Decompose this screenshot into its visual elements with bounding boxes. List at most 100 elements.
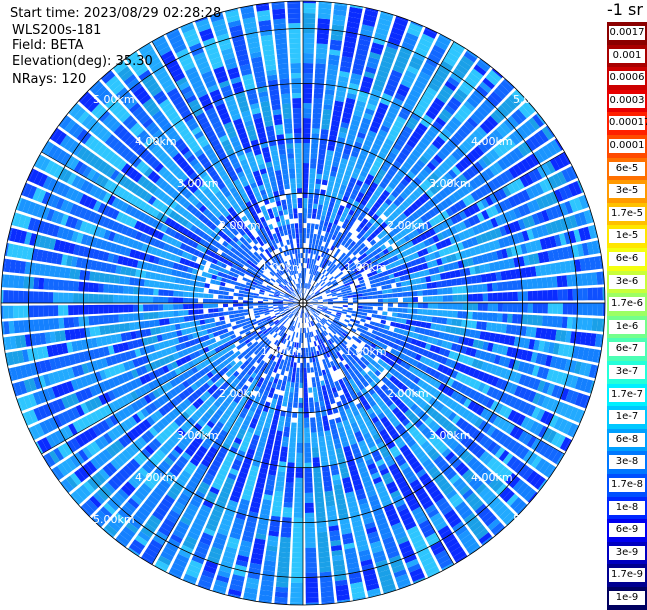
range-gate-cell	[263, 303, 268, 305]
range-gate-cell	[283, 507, 292, 513]
range-gate-cell	[304, 358, 307, 363]
range-gate-cell	[316, 43, 327, 49]
range-gate-cell	[244, 312, 249, 315]
range-gate-cell	[282, 442, 289, 448]
range-gate-cell	[68, 281, 74, 291]
range-gate-cell	[303, 163, 309, 168]
range-gate-cell	[323, 170, 330, 176]
range-gate-cell	[309, 188, 314, 193]
range-gate-cell	[203, 294, 208, 299]
range-gate-cell	[282, 381, 287, 387]
range-gate-cell	[313, 347, 316, 352]
range-gate-cell	[488, 293, 493, 301]
range-gate-cell	[317, 23, 329, 29]
range-gate-cell	[503, 292, 508, 301]
range-gate-cell	[273, 305, 278, 307]
range-gate-cell	[317, 169, 323, 175]
range-gate-cell	[306, 348, 308, 353]
range-gate-cell	[322, 210, 327, 216]
range-gate-cell	[289, 306, 294, 308]
range-gate-cell	[303, 118, 311, 123]
range-gate-cell	[593, 303, 598, 316]
range-gate-cell	[310, 158, 317, 163]
range-gate-cell	[223, 291, 228, 295]
range-gate-cell	[319, 280, 323, 285]
range-gate-cell	[316, 412, 322, 418]
range-gate-cell	[78, 293, 83, 303]
range-gate-cell	[311, 437, 317, 442]
range-gate-cell	[317, 532, 327, 538]
range-gate-cell	[303, 78, 313, 83]
range-gate-cell	[254, 311, 259, 314]
range-gate-cell	[315, 372, 319, 378]
range-gate-cell	[124, 277, 130, 285]
range-gate-cell	[184, 285, 190, 291]
range-gate-cell	[43, 305, 48, 316]
range-gate-cell	[325, 272, 330, 277]
range-gate-cell	[390, 322, 396, 327]
range-gate-cell	[273, 299, 278, 301]
range-gate-cell	[386, 284, 392, 289]
range-gate-cell	[23, 291, 28, 303]
range-gate-cell	[148, 304, 153, 311]
range-gate-cell	[108, 295, 113, 303]
range-gate-cell	[278, 303, 283, 304]
range-gate-cell	[93, 283, 99, 292]
range-gate-cell	[278, 562, 290, 568]
range-gate-cell	[284, 497, 293, 503]
range-gate-cell	[304, 438, 310, 443]
range-gate-cell	[361, 316, 367, 320]
range-gate-cell	[538, 303, 543, 313]
range-gate-cell	[68, 293, 73, 303]
range-gate-cell	[13, 306, 18, 319]
range-gate-cell	[323, 390, 328, 396]
range-gate-cell	[180, 323, 186, 329]
range-gate-cell	[370, 321, 376, 325]
range-gate-cell	[508, 292, 513, 301]
range-gate-cell	[304, 278, 305, 283]
range-gate-cell	[123, 286, 129, 294]
range-gate-cell	[588, 288, 593, 301]
range-gate-cell	[293, 528, 303, 533]
range-gate-cell	[279, 547, 290, 553]
range-gate-cell	[291, 578, 303, 583]
range-gate-cell	[418, 309, 423, 314]
range-gate-cell	[293, 367, 297, 372]
range-gate-cell	[303, 123, 311, 128]
range-gate-cell	[307, 363, 310, 368]
range-gate-cell	[292, 413, 297, 418]
range-gate-cell	[164, 318, 170, 325]
range-gate-cell	[316, 239, 320, 245]
range-gate-cell	[292, 563, 303, 568]
range-gate-cell	[288, 457, 295, 463]
range-gate-cell	[303, 168, 309, 173]
range-gate-cell	[269, 310, 274, 313]
range-gate-cell	[8, 306, 13, 319]
range-gate-cell	[289, 367, 293, 372]
range-gate-cell	[258, 308, 263, 310]
range-gate-cell	[128, 286, 134, 294]
range-gate-cell	[273, 303, 278, 304]
range-gate-cell	[528, 291, 533, 301]
range-gate-cell	[304, 293, 305, 298]
range-gate-cell	[278, 395, 283, 401]
range-gate-cell	[437, 317, 443, 324]
range-gate-cell	[502, 314, 508, 323]
range-gate-cell	[417, 315, 423, 321]
range-gate-cell	[308, 347, 311, 352]
range-gate-cell	[425, 276, 431, 282]
range-gate-cell	[230, 318, 236, 322]
range-gate-cell	[285, 482, 293, 488]
range-gate-cell	[303, 238, 306, 243]
range-gate-cell	[213, 299, 218, 303]
range-gate-cell	[303, 18, 315, 23]
range-gate-cell	[300, 328, 302, 333]
range-gate-cell	[306, 233, 309, 238]
range-gate-cell	[343, 301, 348, 303]
range-gate-cell	[248, 304, 253, 306]
range-gate-cell	[308, 248, 311, 253]
range-gate-cell	[280, 451, 287, 457]
range-gate-cell	[278, 557, 289, 563]
range-gate-cell	[497, 282, 503, 291]
range-gate-cell	[108, 315, 114, 324]
